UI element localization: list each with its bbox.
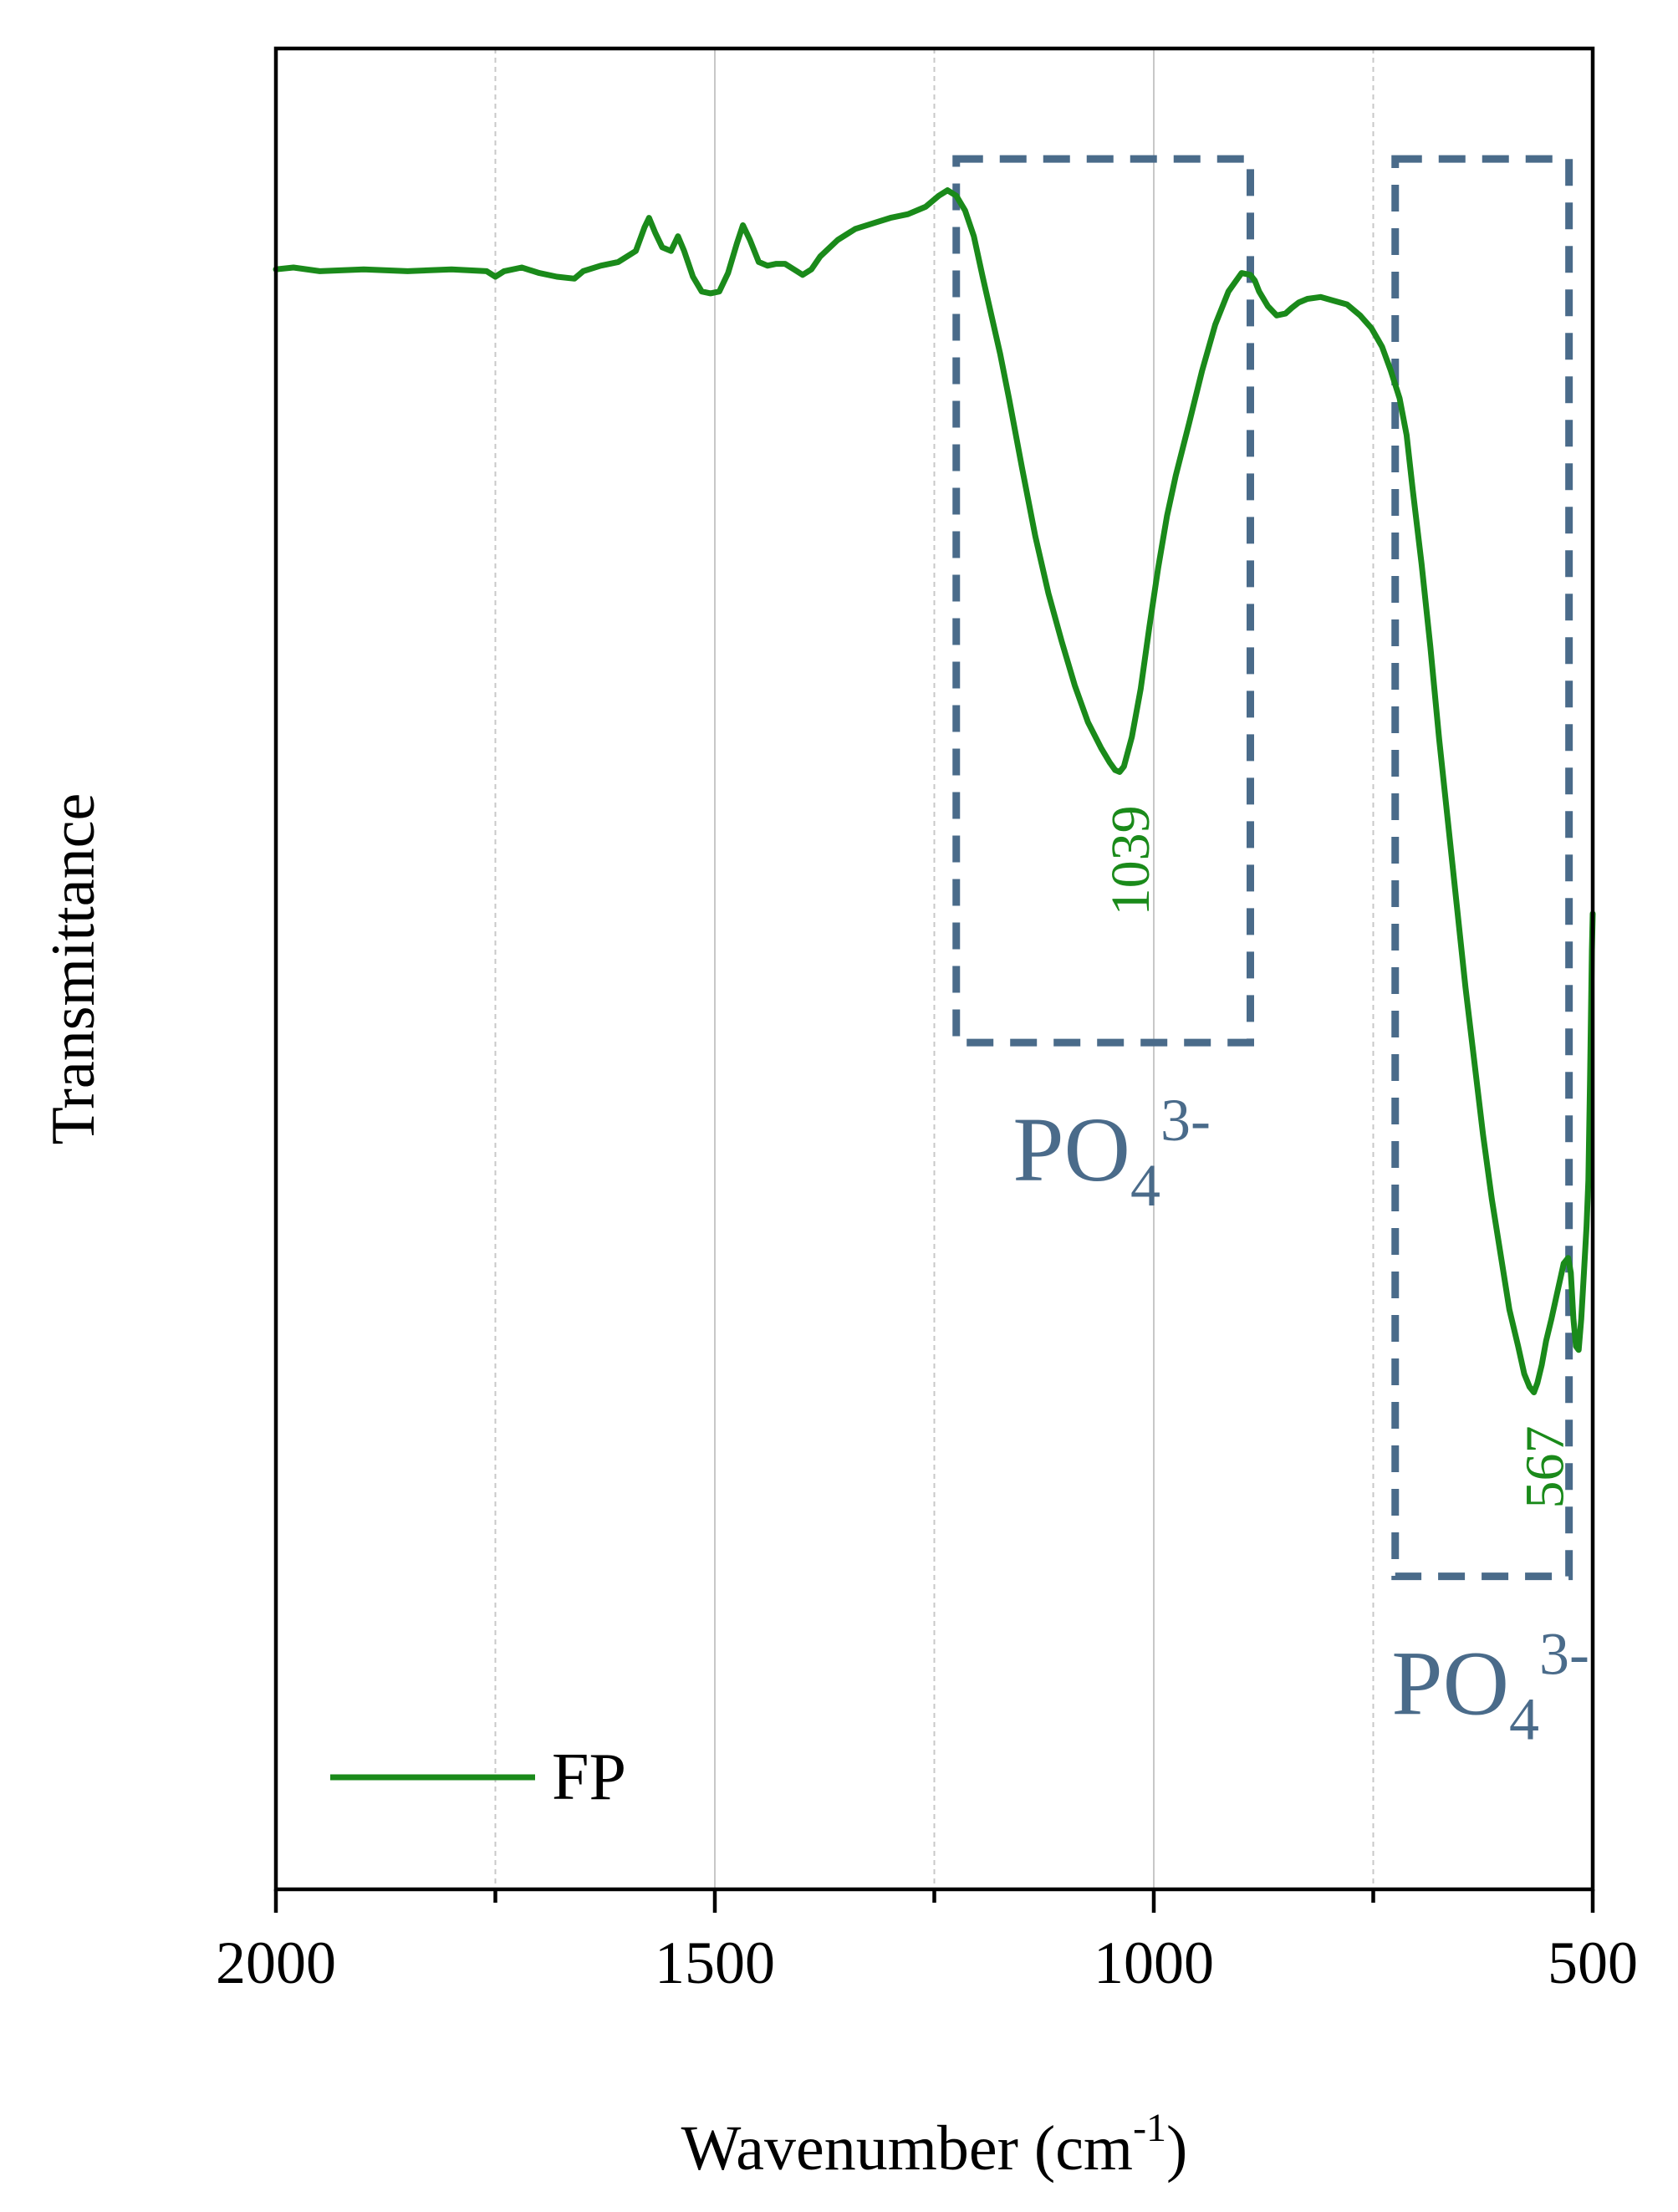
peak-label: 1039 <box>1100 805 1161 915</box>
x-axis-label-close: ) <box>1166 2113 1187 2184</box>
band-region-label: PO43- <box>1012 1087 1211 1219</box>
series-line-fp <box>273 187 1596 1395</box>
x-tick-label: 2000 <box>216 1929 336 1996</box>
band-regions: PO43-PO43- <box>952 155 1589 1753</box>
series-lines <box>273 187 1596 1395</box>
legend: FP <box>330 1741 626 1814</box>
legend-label: FP <box>552 1741 626 1814</box>
peak-label: 567 <box>1515 1425 1576 1508</box>
x-axis-label-main: Wavenumber (cm <box>681 2113 1133 2184</box>
x-axis-label: Wavenumber (cm-1) <box>681 2106 1188 2184</box>
band-label-main: PO <box>1012 1098 1130 1200</box>
x-axis-ticks: 2000 1500 1000 500 <box>216 1889 1638 1996</box>
x-tick-label: 1000 <box>1094 1929 1214 1996</box>
y-axis-label: Transmittance <box>39 793 108 1145</box>
band-label-subscript: 4 <box>1130 1152 1160 1219</box>
band-label-superscript: 3- <box>1539 1621 1589 1688</box>
band-region-box <box>1391 155 1573 1581</box>
band-label-superscript: 3- <box>1160 1087 1211 1154</box>
x-tick-label: 1500 <box>655 1929 775 1996</box>
x-axis-label-superscript: -1 <box>1133 2106 1166 2150</box>
band-region-label: PO43- <box>1391 1621 1589 1753</box>
axis-labels: Transmittance Wavenumber (cm-1) <box>39 793 1187 2184</box>
band-label-subscript: 4 <box>1509 1686 1539 1753</box>
band-label-main: PO <box>1391 1633 1509 1735</box>
peak-annotations: 1039 567 <box>1100 805 1576 1508</box>
band-region-box <box>952 155 1254 1047</box>
gridlines <box>494 48 1375 1889</box>
x-tick-label: 500 <box>1548 1929 1638 1996</box>
